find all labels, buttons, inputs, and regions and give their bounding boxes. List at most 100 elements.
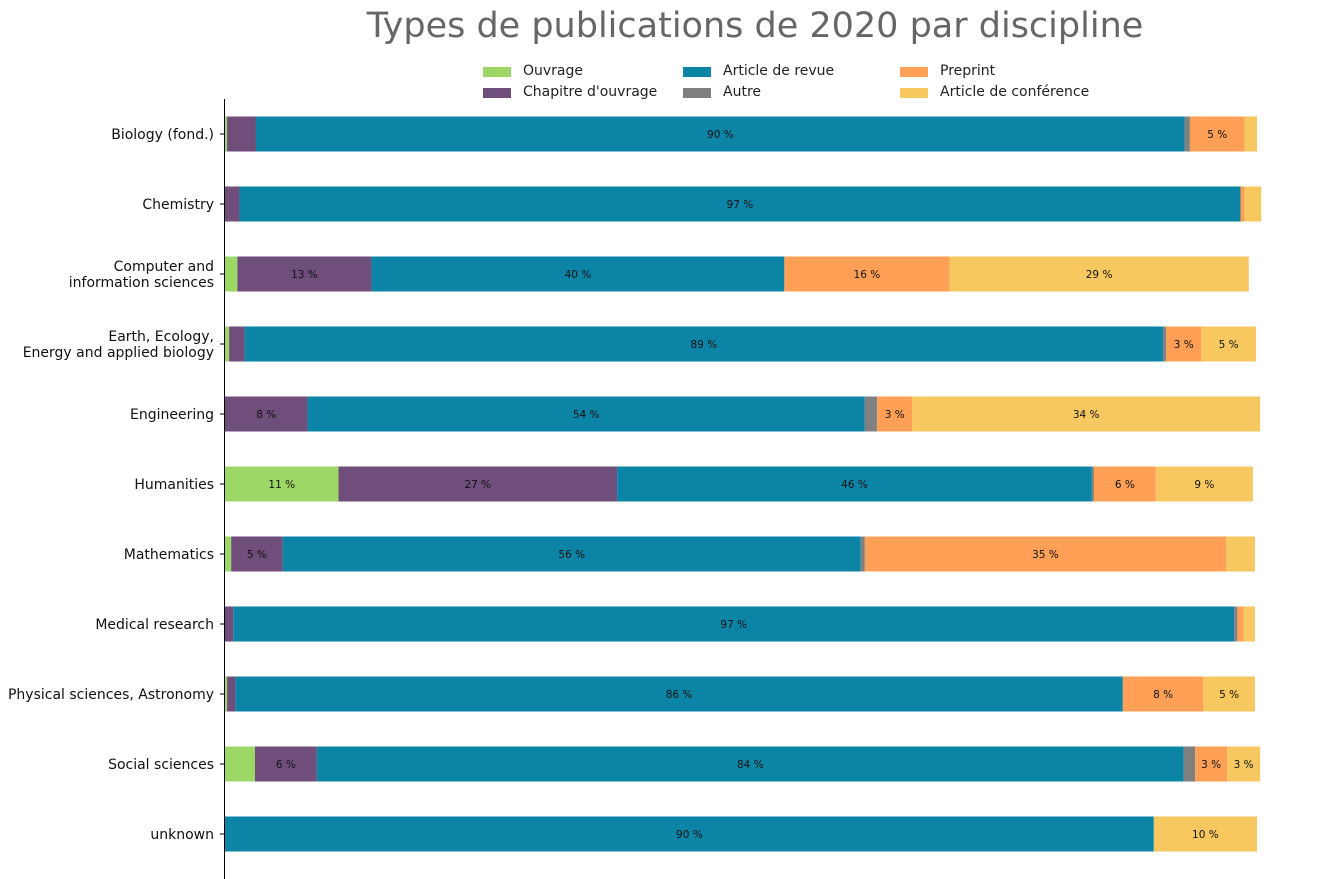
category-label-chemistry: Chemistry (142, 197, 214, 213)
data-label: 3 % (1234, 759, 1254, 771)
data-label: 56 % (558, 549, 585, 561)
bar-segment-medical-research-article-de-revue (233, 606, 1235, 642)
data-label: 3 % (885, 409, 905, 421)
legend-swatch (483, 67, 511, 77)
bar-segment-physical-sciences-astronomy-chapitre-d-ouvrage (227, 676, 236, 712)
bar-segment-computer-and-information-sciences-ouvrage (225, 256, 238, 292)
data-label: 46 % (841, 479, 868, 491)
data-label: 11 % (268, 479, 295, 491)
bar-segment-biology-fond-preprint (1189, 116, 1245, 152)
category-label-medical-research: Medical research (95, 617, 214, 633)
category-label-mathematics: Mathematics (124, 547, 214, 563)
data-label: 86 % (666, 689, 693, 701)
bar-segment-earth-ecology-energy-and-applied-biology-autre (1163, 326, 1167, 362)
legend-label: Article de conférence (940, 84, 1090, 100)
bar-segment-biology-fond-autre (1184, 116, 1190, 152)
bar-segment-mathematics-article-de-conf-rence (1226, 536, 1255, 572)
category-label-unknown: unknown (150, 827, 214, 843)
bar-segment-social-sciences-ouvrage (225, 746, 255, 782)
data-label: 3 % (1174, 339, 1194, 351)
bar-segment-computer-and-information-sciences-article-de-conf-rence (949, 256, 1249, 292)
data-label: 90 % (707, 129, 734, 141)
bar-segment-chemistry-article-de-revue (239, 186, 1241, 222)
bar-segment-chemistry-article-de-conf-rence (1244, 186, 1262, 222)
legend-swatch (900, 67, 928, 77)
bar-segment-unknown-article-de-revue (225, 816, 1154, 852)
bar-segment-biology-fond-chapitre-d-ouvrage (227, 116, 256, 152)
bar-segment-social-sciences-preprint (1195, 746, 1228, 782)
bar-segment-mathematics-autre (860, 536, 865, 572)
bar-segment-biology-fond-article-de-revue (255, 116, 1185, 152)
legend-label: Preprint (940, 63, 996, 79)
data-label: 84 % (737, 759, 764, 771)
bar-segment-engineering-chapitre-d-ouvrage (225, 396, 308, 432)
bar-segment-physical-sciences-astronomy-article-de-conf-rence (1203, 676, 1255, 712)
legend-swatch (683, 88, 711, 98)
bar-segment-mathematics-chapitre-d-ouvrage (231, 536, 283, 572)
category-label-engineering: Engineering (130, 407, 214, 423)
data-label: 5 % (1207, 129, 1227, 141)
data-label: 3 % (1201, 759, 1221, 771)
legend-swatch (483, 88, 511, 98)
bar-segment-social-sciences-article-de-revue (316, 746, 1184, 782)
bar-segment-engineering-preprint (877, 396, 913, 432)
bar-segment-humanities-article-de-conf-rence (1155, 466, 1253, 502)
bar-segment-chemistry-chapitre-d-ouvrage (225, 186, 240, 222)
bar-segment-medical-research-article-de-conf-rence (1243, 606, 1255, 642)
category-label-computer-and-information-sciences: Computer and information sciences (69, 259, 214, 291)
data-label: 29 % (1086, 269, 1113, 281)
category-label-biology-fond: Biology (fond.) (111, 127, 214, 143)
category-label-social-sciences: Social sciences (108, 757, 214, 773)
bar-segment-engineering-article-de-revue (307, 396, 865, 432)
data-label: 16 % (854, 269, 881, 281)
legend-label: Autre (723, 84, 762, 100)
data-label: 6 % (1115, 479, 1135, 491)
bar-segment-humanities-autre (1091, 466, 1094, 502)
bar-segment-biology-fond-article-de-conf-rence (1244, 116, 1257, 152)
legend-label: Chapitre d'ouvrage (523, 84, 658, 100)
bar-segment-chemistry-preprint (1240, 186, 1245, 222)
legend-label: Article de revue (723, 63, 835, 79)
bar-segment-physical-sciences-astronomy-preprint (1122, 676, 1204, 712)
bar-segment-engineering-autre (864, 396, 878, 432)
category-label-humanities: Humanities (134, 477, 214, 493)
bar-segment-medical-research-preprint (1237, 606, 1244, 642)
data-label: 8 % (1153, 689, 1173, 701)
legend-label: Ouvrage (523, 63, 584, 79)
data-label: 97 % (720, 619, 747, 631)
bar-segment-engineering-article-de-conf-rence (912, 396, 1261, 432)
bar-segment-earth-ecology-energy-and-applied-biology-preprint (1166, 326, 1202, 362)
bar-segment-mathematics-preprint (864, 536, 1227, 572)
legend-swatch (900, 88, 928, 98)
bar-segment-earth-ecology-energy-and-applied-biology-article-de-conf-rence (1201, 326, 1256, 362)
data-label: 8 % (256, 409, 276, 421)
bar-segment-social-sciences-article-de-conf-rence (1227, 746, 1261, 782)
category-label-earth-ecology-energy-and-applied-biology: Earth, Ecology, Energy and applied biolog… (23, 329, 214, 361)
data-label: 10 % (1192, 829, 1219, 841)
data-label: 5 % (1219, 339, 1239, 351)
data-label: 5 % (247, 549, 267, 561)
data-label: 27 % (464, 479, 491, 491)
data-label: 97 % (727, 199, 754, 211)
bar-segment-biology-fond-ouvrage (225, 116, 228, 152)
bar-segment-earth-ecology-energy-and-applied-biology-article-de-revue (244, 326, 1164, 362)
bar-segment-earth-ecology-energy-and-applied-biology-chapitre-d-ouvrage (229, 326, 245, 362)
bar-segment-medical-research-chapitre-d-ouvrage (225, 606, 234, 642)
bar-segment-physical-sciences-astronomy-ouvrage (225, 676, 228, 712)
data-label: 9 % (1194, 479, 1214, 491)
data-label: 40 % (565, 269, 592, 281)
data-label: 35 % (1032, 549, 1059, 561)
data-label: 5 % (1219, 689, 1239, 701)
bar-segment-mathematics-article-de-revue (282, 536, 861, 572)
bar-segment-mathematics-ouvrage (225, 536, 232, 572)
bar-segment-medical-research-autre (1234, 606, 1238, 642)
bar-segment-social-sciences-chapitre-d-ouvrage (254, 746, 317, 782)
data-label: 54 % (573, 409, 600, 421)
chart-title: Types de publications de 2020 par discip… (366, 6, 1144, 46)
data-label: 13 % (291, 269, 318, 281)
legend-swatch (683, 67, 711, 77)
bar-segment-physical-sciences-astronomy-article-de-revue (235, 676, 1123, 712)
data-label: 6 % (276, 759, 296, 771)
bar-segment-computer-and-information-sciences-chapitre-d-ouvrage (237, 256, 372, 292)
